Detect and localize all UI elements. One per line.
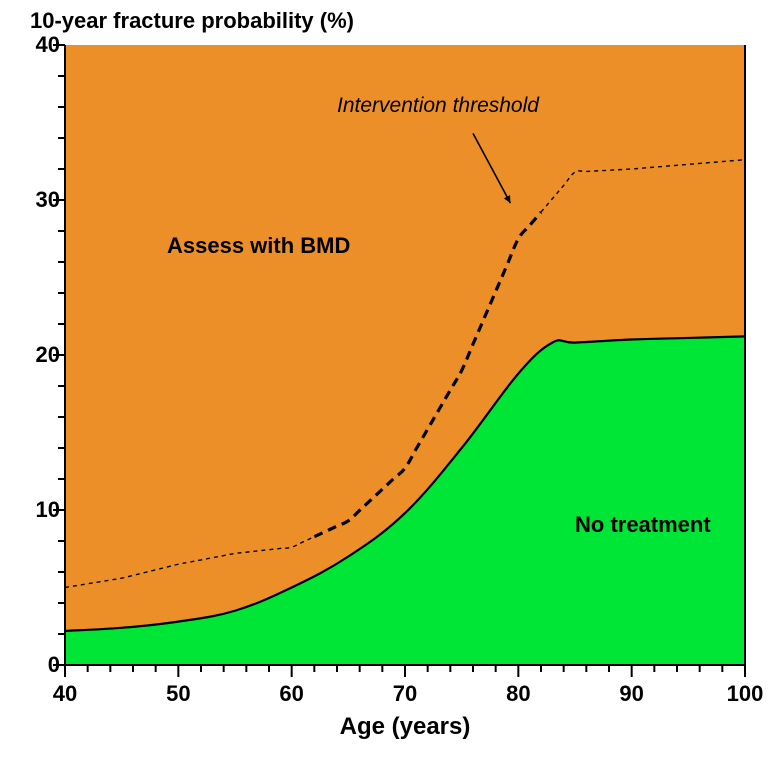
x-tick-label: 90 (602, 681, 662, 707)
x-tick-label: 100 (715, 681, 775, 707)
y-tick-label: 30 (15, 187, 60, 213)
x-axis-label: Age (years) (65, 713, 745, 741)
x-tick-label: 70 (375, 681, 435, 707)
x-tick-label: 40 (35, 681, 95, 707)
chart-title: 10-year fracture probability (%) (30, 8, 354, 34)
x-tick-label: 50 (148, 681, 208, 707)
region-label-no-treatment: No treatment (575, 512, 711, 538)
y-tick-label: 10 (15, 497, 60, 523)
region-label-assess: Assess with BMD (167, 233, 350, 259)
y-tick-label: 20 (15, 342, 60, 368)
x-tick-label: 80 (488, 681, 548, 707)
intervention-threshold-annotation: Intervention threshold (337, 94, 539, 118)
chart-plot-area (65, 45, 745, 665)
x-tick-label: 60 (262, 681, 322, 707)
y-tick-label: 40 (15, 32, 60, 58)
y-tick-label: 0 (15, 652, 60, 678)
